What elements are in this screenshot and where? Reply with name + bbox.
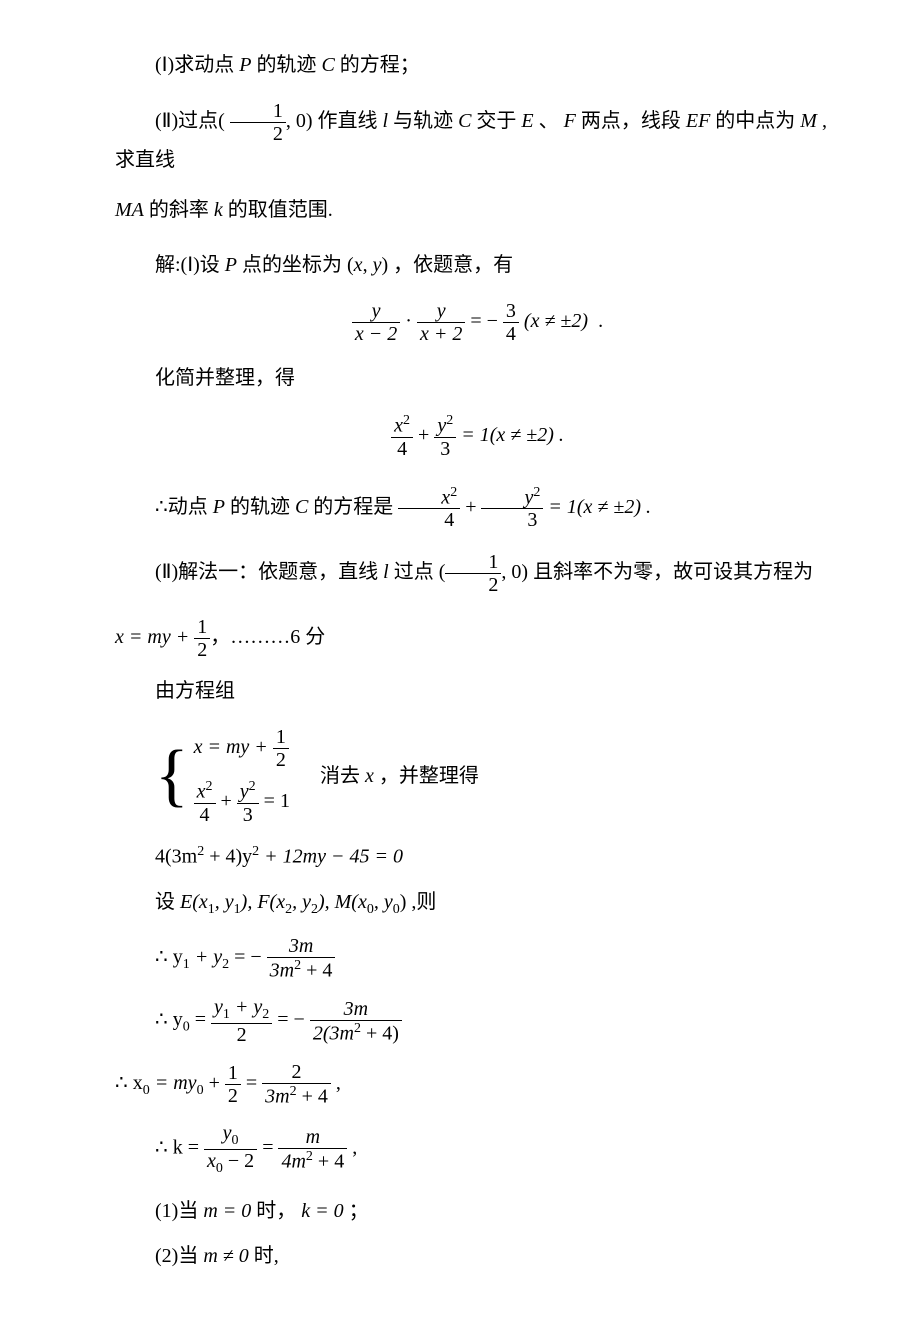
var-y: y [373,254,382,276]
var-M: M [800,110,817,132]
cond: (x ≠ ±2) [524,310,588,332]
solution-2-intro: (Ⅱ)解法一：依题意，直线 l 过点 ( 1 2 , 0) 且斜率不为零，故可设… [115,551,840,596]
text: ，依题意，有 [393,254,513,276]
frac: 3 4 [503,300,519,345]
frac: x2 4 [194,779,216,826]
simplify-text: 化简并整理，得 [115,363,840,393]
var-C: C [458,110,471,132]
frac: m 4m2 + 4 [278,1126,347,1173]
case-2: (2)当 m ≠ 0 时, [155,1241,840,1271]
case-1: (1)当 m = 0 时， k = 0 ； [155,1196,840,1226]
dot: · [405,310,412,332]
var-k: k [214,199,223,221]
sys-eq-2: x2 4 + y2 3 = 1 [194,779,290,826]
text: 、 [539,110,559,132]
frac: y x + 2 [417,300,465,345]
text: 点的坐标为 [242,254,342,276]
frac: y x − 2 [352,300,400,345]
text: 的中点为 [715,110,795,132]
var-F: F [564,110,576,132]
frac: y2 3 [434,413,456,460]
var-P: P [225,254,237,276]
problem-part-2-cont: MA 的斜率 k 的取值范围. [115,195,840,225]
frac: 1 2 [194,616,210,661]
var-C: C [321,54,334,76]
plus: + [418,424,429,446]
text: 的轨迹 [256,54,316,76]
frac: 1 2 [225,1062,241,1107]
eq: = 1(x ≠ ±2) . [461,424,564,446]
var-MA: MA [115,199,144,221]
frac: 1 2 [445,551,501,596]
text: 与轨迹 [393,110,453,132]
frac: y0 x0 − 2 [204,1122,257,1176]
equation-2: x2 4 + y2 3 = 1(x ≠ ±2) . [115,413,840,460]
orbit-conclusion: ∴动点 P 的轨迹 C 的方程是 x2 4 + y2 3 = 1(x ≠ ±2)… [115,485,840,532]
y1-plus-y2: ∴ y1 + y2 = − 3m 3m2 + 4 [155,935,840,982]
frac: y2 3 [481,485,543,532]
var-E: E [521,110,533,132]
elim-text: 消去 x ，并整理得 [320,761,479,791]
var-x: x [354,254,363,276]
frac: y2 3 [237,779,259,826]
frac: y1 + y2 2 [211,996,272,1045]
problem-part-2: (Ⅱ)过点( 1 2 , 0) 作直线 l 与轨迹 C 交于 E 、 F 两点，… [115,100,840,175]
frac: x2 4 [391,413,413,460]
text: 作直线 [318,110,378,132]
frac: x2 4 [398,485,460,532]
system-content: x = my + 1 2 x2 4 + y2 3 = 1 [194,726,290,826]
sys-eq-1: x = my + 1 2 [194,726,290,771]
var-P: P [239,54,251,76]
text: , 0) [286,110,313,132]
problem-part-1: (Ⅰ)求动点 P 的轨迹 C 的方程； [115,50,840,80]
var-l: l [383,110,389,132]
text: 的方程； [340,54,420,76]
text: 两点，线段 [581,110,681,132]
var-EF: EF [686,110,710,132]
x0: ∴ x0 = my0 + 1 2 = 2 3m2 + 4 , [115,1061,840,1108]
text: 解:(Ⅰ)设 [155,254,220,276]
set-points: 设 E(x1, y1), F(x2, y2), M(x0, y0) ,则 [155,887,840,920]
left-brace-icon: { [155,741,189,811]
equation-system: { x = my + 1 2 x2 4 + y2 3 = 1 消去 x ，并整理… [155,726,840,826]
text: 的斜率 [149,199,209,221]
solution-1-intro: 解:(Ⅰ)设 P 点的坐标为 (x, y) ，依题意，有 [115,250,840,280]
text: (Ⅰ)求动点 [155,54,234,76]
y0: ∴ y0 = y1 + y2 2 = − 3m 2(3m2 + 4) [155,996,840,1045]
eq: = − [470,310,498,332]
frac: 3m 2(3m2 + 4) [310,998,402,1045]
frac: 2 3m2 + 4 [262,1061,331,1108]
system-intro: 由方程组 [115,676,840,706]
frac: 1 2 [273,726,289,771]
text: 交于 [476,110,516,132]
line-eq: x = my + 1 2 ，………6 分 [115,616,840,661]
frac: 3m 3m2 + 4 [267,935,336,982]
text: (Ⅱ)过点 [155,110,218,132]
quadratic: 4(3m2 + 4)y2 + 12my − 45 = 0 [155,841,840,872]
text: 的取值范围. [228,199,333,221]
equation-1: y x − 2 · y x + 2 = − 3 4 (x ≠ ±2) . [115,300,840,345]
k-expr: ∴ k = y0 x0 − 2 = m 4m2 + 4 , [155,1122,840,1176]
fraction-half: 1 2 [230,100,286,145]
